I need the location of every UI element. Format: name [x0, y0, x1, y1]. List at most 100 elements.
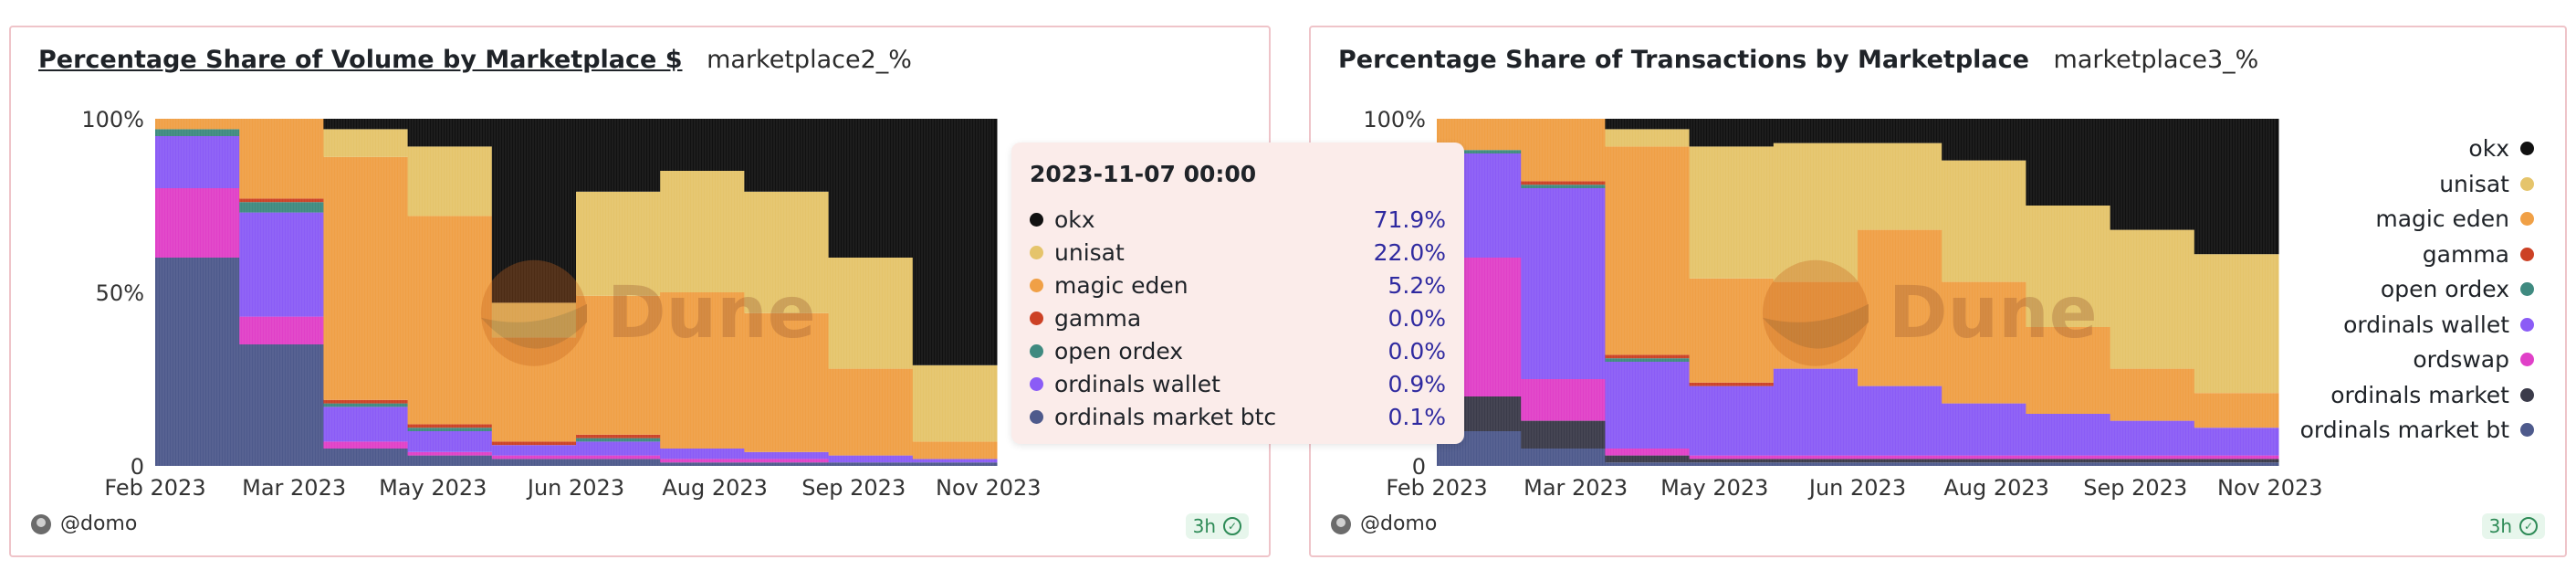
- bar-segment[interactable]: [2110, 462, 2195, 466]
- bar-segment[interactable]: [828, 455, 914, 463]
- bar-segment[interactable]: [407, 428, 493, 431]
- bar-segment[interactable]: [744, 459, 830, 463]
- bar-segment[interactable]: [407, 216, 493, 425]
- bar-segment[interactable]: [1605, 119, 1691, 130]
- bar-segment[interactable]: [660, 459, 745, 463]
- bar-segment[interactable]: [2026, 459, 2111, 463]
- bar-segment[interactable]: [912, 364, 998, 442]
- bar-segment[interactable]: [2110, 455, 2195, 460]
- chart-title-link[interactable]: Percentage Share of Volume by Marketplac…: [38, 46, 683, 74]
- bar-segment[interactable]: [2194, 459, 2279, 463]
- bar-segment[interactable]: [828, 462, 914, 466]
- bar-segment[interactable]: [828, 119, 914, 258]
- bar-segment[interactable]: [744, 312, 830, 452]
- bar-segment[interactable]: [239, 316, 324, 344]
- bar-segment[interactable]: [1689, 382, 1775, 386]
- bar-segment[interactable]: [912, 441, 998, 460]
- bar-segment[interactable]: [1942, 455, 2026, 460]
- bar-segment[interactable]: [1605, 358, 1691, 362]
- bar-segment[interactable]: [1858, 119, 1942, 143]
- bar-segment[interactable]: [1942, 119, 2026, 161]
- bar-segment[interactable]: [1605, 455, 1691, 463]
- bar-segment[interactable]: [1521, 181, 1606, 185]
- bar-segment[interactable]: [2026, 414, 2111, 456]
- bar-segment[interactable]: [660, 462, 745, 466]
- bar-segment[interactable]: [491, 441, 577, 446]
- bar-segment[interactable]: [1942, 462, 2026, 466]
- bar-segment[interactable]: [155, 136, 240, 188]
- author[interactable]: @domo: [31, 512, 137, 535]
- bar-segment[interactable]: [239, 212, 324, 317]
- bar-segment[interactable]: [660, 449, 745, 460]
- bar-segment[interactable]: [576, 459, 661, 466]
- bar-segment[interactable]: [407, 451, 493, 456]
- bar-segment[interactable]: [323, 119, 409, 130]
- bar-segment[interactable]: [323, 129, 409, 157]
- bar-segment[interactable]: [323, 449, 409, 466]
- bar-segment[interactable]: [2194, 393, 2279, 428]
- bar-segment[interactable]: [1773, 119, 1859, 143]
- bar-segment[interactable]: [912, 119, 998, 365]
- bar-segment[interactable]: [1689, 386, 1775, 456]
- bar-segment[interactable]: [1858, 229, 1942, 386]
- bar-segment[interactable]: [155, 258, 240, 466]
- bar-segment[interactable]: [1605, 462, 1691, 466]
- bar-segment[interactable]: [1437, 150, 1522, 153]
- bar-segment[interactable]: [155, 188, 240, 258]
- legend-item[interactable]: open ordex: [2381, 276, 2534, 302]
- bar-segment[interactable]: [744, 462, 830, 466]
- bar-segment[interactable]: [239, 202, 324, 213]
- bar-segment[interactable]: [744, 191, 830, 313]
- bar-segment[interactable]: [912, 462, 998, 466]
- bar-segment[interactable]: [239, 344, 324, 466]
- bar-segment[interactable]: [1942, 160, 2026, 282]
- bar-segment[interactable]: [1773, 462, 1859, 466]
- bar-segment[interactable]: [1605, 354, 1691, 359]
- bar-segment[interactable]: [491, 445, 577, 456]
- bar-segment[interactable]: [1773, 143, 1859, 282]
- bar-segment[interactable]: [323, 407, 409, 442]
- bar-segment[interactable]: [1858, 462, 1942, 466]
- bar-segment[interactable]: [2026, 327, 2111, 414]
- bar-segment[interactable]: [1689, 119, 1775, 147]
- bar-segment[interactable]: [660, 171, 745, 292]
- bar-segment[interactable]: [2026, 119, 2111, 206]
- bar-segment[interactable]: [491, 119, 577, 303]
- bar-segment[interactable]: [407, 455, 493, 466]
- bar-segment[interactable]: [323, 399, 409, 404]
- bar-segment[interactable]: [1773, 455, 1859, 460]
- legend-item[interactable]: ordswap: [2413, 346, 2534, 373]
- legend-item[interactable]: gamma: [2423, 241, 2534, 268]
- bar-segment[interactable]: [407, 119, 493, 147]
- bar-segment[interactable]: [1858, 386, 1942, 456]
- bar-segment[interactable]: [1858, 459, 1942, 463]
- legend-item[interactable]: ordinals market bt: [2300, 417, 2534, 443]
- bar-segment[interactable]: [912, 459, 998, 463]
- bar-segment[interactable]: [323, 156, 409, 400]
- bar-segment[interactable]: [155, 119, 240, 130]
- bar-segment[interactable]: [660, 119, 745, 171]
- bar-segment[interactable]: [1605, 362, 1691, 449]
- bar-segment[interactable]: [1942, 459, 2026, 463]
- bar-segment[interactable]: [155, 129, 240, 136]
- bar-segment[interactable]: [2026, 206, 2111, 327]
- bar-segment[interactable]: [660, 292, 745, 449]
- bar-segment[interactable]: [1605, 146, 1691, 355]
- bar-segment[interactable]: [323, 403, 409, 407]
- bar-segment[interactable]: [491, 337, 577, 442]
- bar-segment[interactable]: [1521, 420, 1606, 449]
- bar-segment[interactable]: [1773, 459, 1859, 463]
- legend-item[interactable]: unisat: [2439, 171, 2534, 197]
- chart-title-link[interactable]: Percentage Share of Transactions by Mark…: [1338, 46, 2029, 74]
- bar-segment[interactable]: [1605, 129, 1691, 147]
- bar-segment[interactable]: [744, 451, 830, 460]
- bar-segment[interactable]: [1521, 188, 1606, 379]
- bar-segment[interactable]: [407, 146, 493, 217]
- bar-segment[interactable]: [1942, 281, 2026, 404]
- bar-segment[interactable]: [576, 438, 661, 442]
- legend-item[interactable]: okx: [2468, 135, 2534, 162]
- legend-item[interactable]: ordinals market: [2330, 382, 2534, 408]
- bar-segment[interactable]: [2110, 420, 2195, 456]
- bar-segment[interactable]: [576, 441, 661, 456]
- bar-segment[interactable]: [1689, 462, 1775, 466]
